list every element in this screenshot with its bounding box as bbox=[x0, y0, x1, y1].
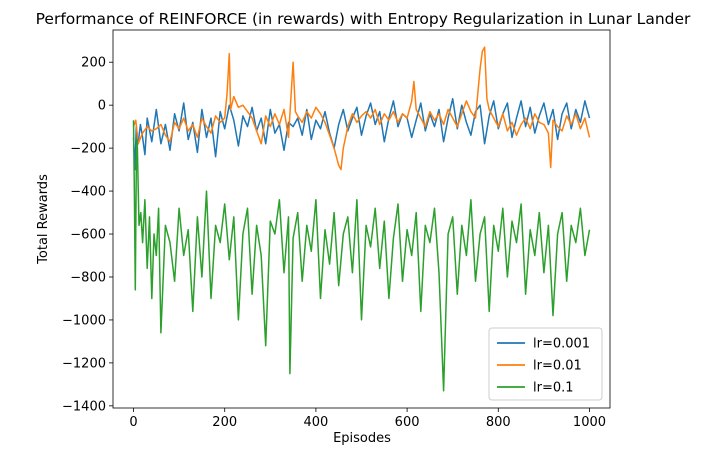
y-tick-label: −200 bbox=[70, 142, 106, 157]
y-tick-label: −1400 bbox=[62, 399, 106, 414]
legend-label: lr=0.01 bbox=[533, 359, 582, 374]
x-axis: 0 200 400 600 800 1000 bbox=[129, 408, 606, 430]
x-tick-label: 800 bbox=[486, 415, 511, 430]
y-axis-label: Total Rewards bbox=[36, 174, 51, 265]
legend-label: lr=0.001 bbox=[533, 337, 590, 352]
x-axis-label: Episodes bbox=[333, 431, 391, 446]
y-tick-label: −400 bbox=[70, 185, 106, 200]
series-line-2 bbox=[132, 46, 591, 171]
x-tick-label: 200 bbox=[212, 415, 237, 430]
series-line-3 bbox=[132, 120, 591, 392]
legend-box bbox=[488, 327, 603, 401]
x-tick-label: 0 bbox=[129, 415, 137, 430]
plot-area bbox=[112, 29, 611, 409]
y-tick-label: 0 bbox=[98, 99, 106, 114]
y-axis: −1400 −1200 −1000 −800 −600 −400 −200 0 200 bbox=[62, 56, 113, 414]
x-tick-label: 600 bbox=[395, 415, 420, 430]
y-tick-label: −600 bbox=[70, 228, 106, 243]
y-tick-label: −1000 bbox=[62, 313, 106, 328]
x-tick-label: 1000 bbox=[573, 415, 606, 430]
legend: lr=0.001 lr=0.01 lr=0.1 bbox=[488, 327, 603, 401]
y-tick-label: −800 bbox=[70, 270, 106, 285]
legend-label: lr=0.1 bbox=[533, 381, 574, 396]
x-tick-label: 400 bbox=[303, 415, 328, 430]
chart-title: Performance of REINFORCE (in rewards) wi… bbox=[36, 10, 691, 28]
y-tick-label: −1200 bbox=[62, 356, 106, 371]
y-tick-label: 200 bbox=[81, 56, 106, 71]
series-layer bbox=[132, 46, 591, 392]
